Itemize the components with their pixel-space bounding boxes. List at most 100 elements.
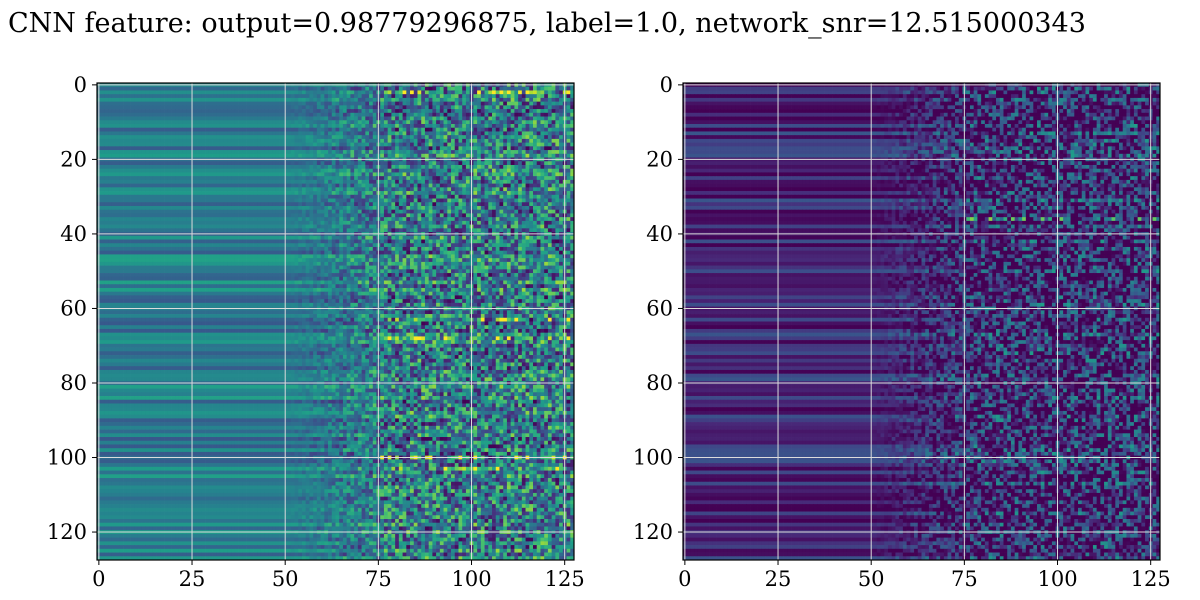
heatmap-cell (380, 206, 384, 210)
heatmap-cell (265, 187, 269, 191)
heatmap-cell (313, 98, 317, 102)
heatmap-cell (309, 169, 313, 173)
heatmap-cell (499, 169, 503, 173)
heatmap-cell (157, 210, 161, 214)
heatmap-cell (268, 213, 272, 217)
heatmap-cell (336, 131, 340, 135)
heatmap-cell (104, 113, 108, 117)
heatmap-cell (555, 94, 559, 98)
heatmap-cell (134, 176, 138, 180)
heatmap-cell (522, 217, 526, 221)
heatmap-cell (544, 195, 548, 199)
heatmap-cell (455, 213, 459, 217)
heatmap-cell (503, 102, 507, 106)
heatmap-cell (168, 102, 172, 106)
heatmap-cell (499, 195, 503, 199)
heatmap-cell (205, 154, 209, 158)
heatmap-cell (104, 105, 108, 109)
heatmap-cell (514, 217, 518, 221)
heatmap-cell (198, 191, 202, 195)
heatmap-cell (511, 165, 515, 169)
heatmap-cell (496, 191, 500, 195)
heatmap-cell (526, 180, 530, 184)
heatmap-cell (198, 87, 202, 91)
heatmap-cell (186, 105, 190, 109)
heatmap-cell (268, 139, 272, 143)
heatmap-cell (261, 94, 265, 98)
heatmap-cell (216, 210, 220, 214)
heatmap-cell (186, 131, 190, 135)
heatmap-cell (104, 169, 108, 173)
heatmap-cell (157, 90, 161, 94)
heatmap-cell (399, 199, 403, 203)
heatmap-cell (518, 87, 522, 91)
heatmap-cell (250, 94, 254, 98)
heatmap-cell (164, 98, 168, 102)
heatmap-cell (194, 184, 198, 188)
heatmap-cell (295, 87, 299, 91)
heatmap-cell (526, 98, 530, 102)
heatmap-cell (142, 105, 146, 109)
heatmap-cell (514, 150, 518, 154)
heatmap-cell (552, 117, 556, 121)
heatmap-cell (239, 87, 243, 91)
heatmap-cell (116, 139, 120, 143)
heatmap-cell (473, 90, 477, 94)
heatmap-cell (142, 176, 146, 180)
heatmap-cell (164, 210, 168, 214)
heatmap-cell (384, 143, 388, 147)
heatmap-cell (540, 105, 544, 109)
heatmap-cell (108, 176, 112, 180)
heatmap-cell (369, 176, 373, 180)
heatmap-cell (280, 135, 284, 139)
heatmap-cell (347, 139, 351, 143)
heatmap-cell (406, 139, 410, 143)
heatmap-cell (164, 139, 168, 143)
heatmap-cell (499, 113, 503, 117)
heatmap-cell (295, 195, 299, 199)
heatmap-cell (410, 94, 414, 98)
heatmap-cell (485, 150, 489, 154)
heatmap-cell (406, 109, 410, 113)
heatmap-cell (160, 117, 164, 121)
heatmap-cell (358, 184, 362, 188)
heatmap-cell (350, 109, 354, 113)
heatmap-cell (369, 146, 373, 150)
heatmap-cell (287, 184, 291, 188)
heatmap-cell (548, 213, 552, 217)
heatmap-cell (179, 161, 183, 165)
heatmap-cell (287, 124, 291, 128)
heatmap-cell (254, 213, 258, 217)
heatmap-cell (108, 165, 112, 169)
heatmap-cell (380, 131, 384, 135)
heatmap-cell (291, 109, 295, 113)
heatmap-cell (559, 98, 563, 102)
heatmap-cell (295, 120, 299, 124)
heatmap-cell (343, 213, 347, 217)
heatmap-cell (220, 169, 224, 173)
heatmap-cell (153, 120, 157, 124)
heatmap-cell (555, 217, 559, 221)
heatmap-cell (537, 98, 541, 102)
heatmap-cell (324, 135, 328, 139)
heatmap-cell (198, 206, 202, 210)
heatmap-cell (194, 109, 198, 113)
heatmap-cell (172, 217, 176, 221)
heatmap-cell (559, 124, 563, 128)
heatmap-cell (321, 172, 325, 176)
heatmap-cell (451, 139, 455, 143)
heatmap-cell (104, 184, 108, 188)
heatmap-cell (444, 124, 448, 128)
heatmap-cell (112, 117, 116, 121)
heatmap-cell (198, 90, 202, 94)
heatmap-cell (112, 202, 116, 206)
heatmap-cell (265, 87, 269, 91)
heatmap-cell (205, 195, 209, 199)
heatmap-cell (242, 120, 246, 124)
heatmap-cell (160, 139, 164, 143)
heatmap-cell (544, 146, 548, 150)
heatmap-cell (183, 90, 187, 94)
heatmap-cell (164, 146, 168, 150)
heatmap-cell (380, 172, 384, 176)
heatmap-cell (198, 128, 202, 132)
